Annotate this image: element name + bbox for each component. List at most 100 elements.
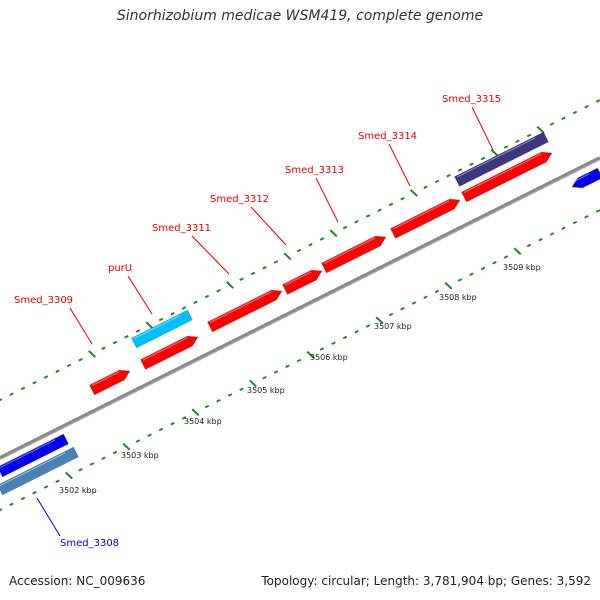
- inner-tick-2: [20, 496, 26, 501]
- inner-tick-31: [354, 329, 359, 334]
- leader-line-2: [191, 235, 230, 275]
- inner-tick-34: [388, 312, 394, 317]
- outer-tick-34: [388, 202, 394, 207]
- outer-tick-0: [0, 398, 3, 402]
- gene-label-smed-3314[interactable]: Smed_3314: [358, 131, 417, 142]
- inner-tick-45: [513, 247, 522, 256]
- inner-tick-44: [503, 255, 509, 259]
- outer-tick-41: [469, 162, 474, 167]
- inner-tick-46: [526, 243, 532, 248]
- scale-label-3506: 3506 kbp: [310, 353, 348, 362]
- gene-arrow-smed-3314-shape: [390, 198, 461, 239]
- gene-arrow-smed-3311-shape: [207, 289, 283, 333]
- inner-tick-19: [216, 398, 221, 403]
- outer-tick-11: [124, 334, 129, 339]
- outer-tick-36: [410, 189, 418, 197]
- gene-arrow-smed-3314[interactable]: [390, 195, 463, 239]
- outer-tick-6: [66, 363, 72, 368]
- outer-tick-44: [503, 145, 509, 149]
- gene-arrow-smed-3308-shape: [0, 446, 79, 496]
- leader-line-6: [471, 106, 494, 151]
- outer-tick-8: [88, 350, 96, 358]
- inner-tick-32: [365, 324, 371, 328]
- gene-arrow-smed-3314-sheen: [392, 200, 450, 230]
- inner-tick-10: [112, 450, 118, 455]
- inner-tick-13: [147, 433, 152, 438]
- inner-tick-3: [32, 490, 37, 495]
- inner-tick-29: [331, 341, 336, 346]
- outer-tick-49: [561, 116, 566, 121]
- outer-tick-5: [55, 369, 60, 374]
- inner-tick-42: [480, 266, 486, 271]
- gene-arrow-reverse-right[interactable]: [570, 167, 600, 192]
- gene-arrow-smed-3313[interactable]: [321, 232, 389, 274]
- gene-arrow-smed-3314b[interactable]: [461, 148, 555, 203]
- inner-tick-49: [561, 226, 566, 231]
- inner-tick-24: [273, 370, 279, 374]
- gene-label-smed-3313[interactable]: Smed_3313: [285, 165, 344, 176]
- scale-label-3507: 3507 kbp: [374, 322, 412, 331]
- inner-tick-17: [191, 408, 200, 417]
- gene-label-smed-3309[interactable]: Smed_3309: [14, 295, 73, 306]
- inner-tick-20: [227, 393, 233, 397]
- leader-line-1: [127, 275, 153, 315]
- inner-tick-33: [375, 316, 384, 325]
- gene-arrow-smed-3313-sheen: [323, 237, 376, 265]
- gene-arrow-purU[interactable]: [131, 309, 193, 349]
- gene-arrow-smed-3309[interactable]: [89, 366, 133, 396]
- outer-tick-3: [32, 380, 37, 385]
- inner-tick-51: [584, 214, 589, 219]
- outer-tick-23: [262, 265, 267, 270]
- gene-label-purU[interactable]: purU: [108, 263, 132, 274]
- inner-tick-48: [549, 232, 555, 236]
- gene-arrow-reverse-top-sheen: [0, 439, 56, 469]
- outer-tick-51: [584, 104, 589, 109]
- gene-arrow-smed-3312[interactable]: [282, 266, 325, 295]
- outer-tick-35: [400, 196, 405, 201]
- outer-tick-47: [536, 125, 545, 134]
- gene-arrow-smed-3308[interactable]: [0, 446, 79, 496]
- gene-arrow-purU-region[interactable]: [140, 332, 201, 370]
- gene-arrow-purU-shape: [131, 309, 193, 349]
- gene-arrow-smed-3312-shape: [282, 269, 323, 295]
- outer-tick-19: [216, 288, 221, 293]
- gene-arrow-smed-3312-sheen: [284, 271, 312, 286]
- inner-tick-52: [595, 209, 600, 213]
- outer-tick-22: [250, 271, 256, 276]
- gene-arrow-purU-sheen: [133, 315, 180, 340]
- inner-tick-0: [0, 508, 3, 512]
- scale-label-3505: 3505 kbp: [247, 386, 285, 395]
- gene-arrow-smed-3311-sheen: [209, 291, 272, 324]
- outer-tick-37: [423, 185, 428, 190]
- gene-arrow-smed-3309-shape: [89, 369, 131, 396]
- inner-tick-38: [434, 289, 440, 294]
- gene-label-smed-3315[interactable]: Smed_3315: [442, 94, 501, 105]
- gene-label-smed-3308[interactable]: Smed_3308: [60, 538, 119, 549]
- gene-arrow-smed-3315[interactable]: [454, 131, 549, 187]
- inner-tick-8: [89, 462, 95, 466]
- outer-tick-17: [193, 300, 198, 305]
- gene-arrow-purU-region-sheen: [142, 337, 188, 361]
- inner-tick-12: [135, 439, 141, 443]
- outer-tick-43: [490, 148, 499, 157]
- gene-arrow-smed-3314b-sheen: [463, 153, 542, 194]
- gene-arrow-reverse-top[interactable]: [0, 433, 69, 478]
- gene-label-smed-3311[interactable]: Smed_3311: [152, 223, 211, 234]
- outer-tick-32: [365, 214, 371, 218]
- gene-label-smed-3312[interactable]: Smed_3312: [210, 194, 269, 205]
- inner-tick-14: [158, 427, 164, 432]
- leader-line-0: [69, 307, 93, 345]
- gene-arrow-purU-region-shape: [140, 335, 199, 370]
- inner-tick-18: [204, 404, 210, 409]
- gene-label-lines: [36, 106, 494, 537]
- inner-tick-37: [423, 295, 428, 300]
- gene-arrow-smed-3311[interactable]: [207, 286, 285, 333]
- inner-tick-26: [296, 358, 302, 363]
- outer-tick-42: [480, 156, 486, 161]
- genome-summary-text: Topology: circular; Length: 3,781,904 bp…: [261, 574, 591, 588]
- inner-tick-43: [492, 260, 497, 265]
- outer-tick-48: [549, 122, 555, 126]
- outer-tick-14: [158, 317, 164, 322]
- outer-tick-4: [43, 375, 49, 379]
